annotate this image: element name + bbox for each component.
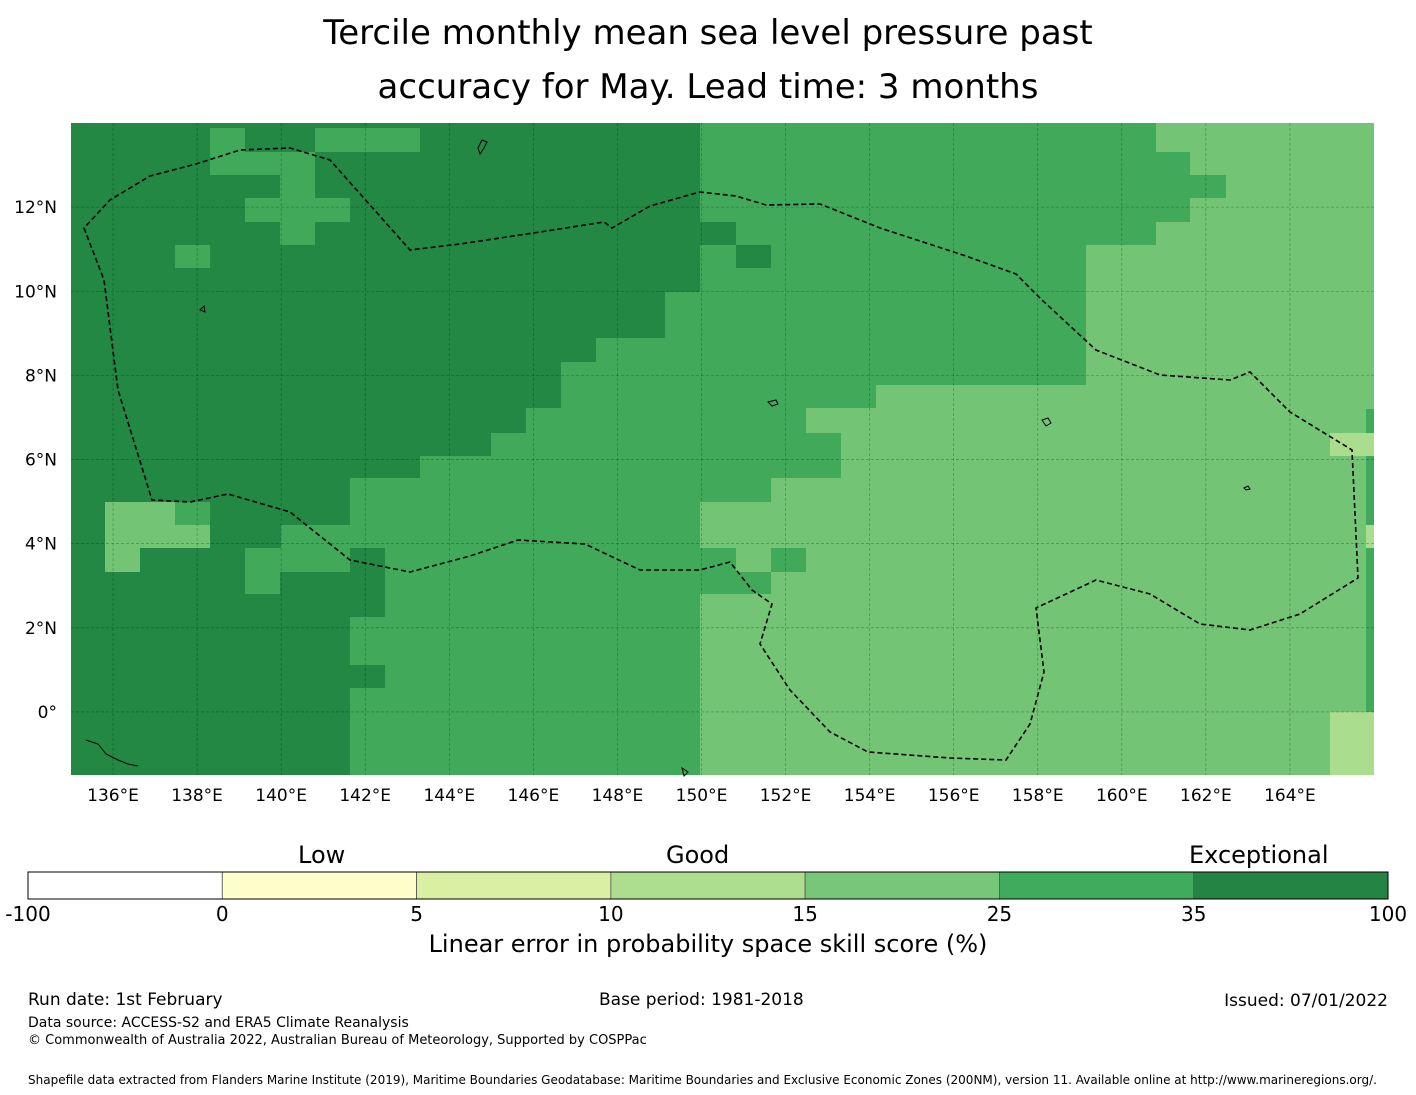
region-good-high-d [280,152,315,245]
palau-coastline [199,304,206,313]
title-line-1: Tercile monthly mean sea level pressure … [323,13,1093,53]
colorbar-frame [27,871,1389,900]
colorbar-title: Linear error in probability space skill … [428,930,988,958]
run-date: Run date: 1st February [28,990,223,1010]
lat-tick-label: 12°N [14,198,57,218]
region-good-high-g [665,760,700,775]
category-low: Low [298,841,346,869]
lon-tick-label: 158°E [1012,786,1064,806]
colorbar-bin [610,871,806,900]
colorbar-bin [416,871,612,900]
lon-tick-label: 156°E [928,786,980,806]
lon-tick-label: 136°E [87,786,139,806]
colorbar-tick-label: 0 [216,902,229,926]
region-good-low-2 [1330,433,1374,456]
region-good-high-a [210,128,245,152]
chuuk-coastline [767,399,779,407]
pohnpei-coastline [1041,417,1052,427]
colorbar-tick-label: -100 [5,902,50,926]
map-title: Tercile monthly mean sea level pressure … [0,6,1416,114]
colorbar-bin [1193,871,1389,900]
colorbar-tick-label: 35 [1181,902,1206,926]
lon-tick-label: 152°E [760,786,812,806]
colorbar-bin [804,871,1000,900]
copyright: © Commonwealth of Australia 2022, Austra… [28,1033,647,1048]
colorbar-tick-label: 25 [987,902,1012,926]
new-guinea-coastline [85,739,139,767]
base-period: Base period: 1981-2018 [599,990,804,1010]
region-exceptional-north [71,123,700,572]
lat-tick-label: 2°N [25,619,57,639]
title-line-2: accuracy for May. Lead time: 3 months [377,67,1039,107]
data-source: Data source: ACCESS-S2 and ERA5 Climate … [28,1015,409,1031]
map-figure: 136°E 138°E 140°E 142°E 144°E 146°E 148°E 150°E… [14,123,1374,806]
region-good-high-patch [771,548,806,572]
region-exceptional-patch-4 [736,245,771,268]
colorbar-bin [999,871,1195,900]
region-exceptional-patch-2 [350,665,385,688]
lon-tick-label: 144°E [423,786,475,806]
lon-tick-label: 148°E [592,786,644,806]
colorbar-tick-label: 5 [410,902,423,926]
coastlines [85,139,1251,777]
lon-tick-label: 164°E [1264,786,1316,806]
latitude-labels: 12°N 10°N 8°N 6°N 4°N 2°N 0° [14,198,57,723]
eez-boundary [83,147,1359,761]
colorbar-bins [27,871,1389,900]
lon-tick-label: 142°E [339,786,391,806]
lon-tick-label: 162°E [1180,786,1232,806]
category-good: Good [666,841,730,869]
kosrae-coastline [1243,485,1251,491]
lat-tick-label: 6°N [25,451,57,471]
region-good-high-patch-2 [736,572,771,594]
lon-tick-label: 154°E [844,786,896,806]
colorbar-bin [27,871,223,900]
colorbar-tick-label: 10 [598,902,623,926]
region-good-low-1 [1330,712,1374,775]
colorbar-ticks: -100 0 5 10 15 25 35 100 [5,902,1407,926]
lon-tick-label: 146°E [508,786,560,806]
region-good-mid [700,123,1374,775]
shapefile-credit: Shapefile data extracted from Flanders M… [28,1073,1377,1087]
issued-date: Issued: 07/01/2022 [1224,991,1388,1011]
region-good-low-3 [1366,525,1374,548]
skill-map: 136°E 138°E 140°E 142°E 144°E 146°E 148°E 150°E… [14,123,1374,806]
colorbar-tick-label: 100 [1369,902,1407,926]
lon-tick-label: 160°E [1096,786,1148,806]
colorbar: -100 0 5 10 15 25 35 100 [5,871,1407,926]
region-exceptional-patch-3 [700,222,736,245]
region-exceptional-patch-1 [350,548,385,617]
guam-coastline [477,139,488,156]
gridlines [71,123,1374,775]
skill-cells [71,123,1374,775]
region-good-high-b [210,152,280,175]
longitude-labels: 136°E 138°E 140°E 142°E 144°E 146°E 148°E 150°E… [87,786,1316,806]
lat-tick-label: 0° [38,703,57,723]
lat-tick-label: 10°N [14,282,57,302]
colorbar-tick-label: 15 [792,902,817,926]
lon-tick-label: 138°E [171,786,223,806]
region-good-high-e [175,245,210,268]
category-exceptional: Exceptional [1189,841,1329,869]
lon-tick-label: 150°E [676,786,728,806]
lat-tick-label: 8°N [25,366,57,386]
colorbar-bin [221,871,417,900]
island-coastline [681,766,689,777]
lon-tick-label: 140°E [255,786,307,806]
lat-tick-label: 4°N [25,535,57,555]
region-good-west [105,502,210,572]
region-good-high-f [315,128,420,152]
region-exceptional-south [71,548,350,775]
